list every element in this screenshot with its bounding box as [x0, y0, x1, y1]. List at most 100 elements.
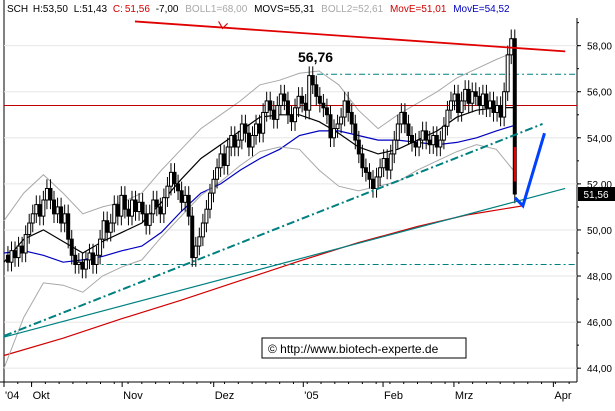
legend-move2-value: 54,52	[485, 4, 510, 15]
candle-body	[261, 111, 266, 134]
y-tick-label: 48,00	[587, 272, 612, 283]
candle-body	[243, 123, 248, 134]
candle-body	[13, 250, 18, 259]
legend-boll2-value: 52,61	[358, 4, 383, 15]
candle-body	[399, 111, 404, 125]
candle-body	[367, 171, 372, 180]
projection-path	[513, 132, 546, 209]
candle-body	[37, 204, 42, 217]
candle-body	[424, 130, 429, 141]
candle-body	[161, 197, 166, 215]
candle-body	[20, 245, 25, 254]
candle-body	[211, 178, 216, 194]
candle-body	[310, 75, 315, 86]
candle-body	[200, 222, 205, 238]
candle-body	[346, 100, 351, 113]
grid-layer	[4, 45, 577, 369]
candle-body	[41, 199, 46, 217]
candle-body	[307, 75, 312, 111]
candles-layer	[5, 29, 517, 279]
candle-body	[83, 259, 88, 270]
candle-body	[62, 213, 67, 224]
candle-body	[30, 213, 35, 224]
candle-body	[158, 206, 163, 215]
legend-move2-label: MovE=	[453, 4, 485, 15]
candle-body	[137, 201, 142, 213]
legend-row: SCH H:53,50 L:51,43 C: 51,56 -7,00 BOLL1=…	[7, 4, 510, 15]
candle-body	[133, 199, 138, 213]
candle-body	[456, 93, 461, 113]
candle-body	[498, 105, 503, 118]
candle-body	[225, 146, 230, 166]
y-tick-label: 54,00	[587, 134, 612, 145]
legend-high-label: H:	[33, 4, 43, 15]
x-tick-label: Dez	[215, 390, 235, 402]
candle-body	[101, 220, 106, 240]
candle-body	[275, 105, 280, 120]
candle-body	[91, 252, 96, 266]
candle-body	[66, 213, 71, 240]
candle-body	[360, 153, 365, 169]
candle-body	[282, 93, 287, 102]
candle-body	[23, 234, 28, 254]
candle-body	[363, 167, 368, 173]
candle-body	[339, 116, 344, 125]
candle-body	[112, 204, 117, 224]
candle-body	[374, 176, 379, 189]
legend-instrument: SCH	[7, 4, 28, 15]
candle-body	[48, 187, 53, 201]
candle-body	[9, 250, 14, 263]
candle-body	[473, 91, 478, 97]
candle-body	[438, 139, 443, 148]
candle-body	[179, 190, 184, 203]
legend-bg	[5, 2, 570, 16]
candle-body	[129, 199, 134, 217]
candle-body	[239, 123, 244, 141]
candle-body	[353, 123, 358, 141]
candle-body	[505, 54, 510, 93]
x-tick-label: Nov	[123, 390, 143, 402]
y-tick-label: 50,00	[587, 226, 612, 237]
trendline-resistance	[134, 20, 566, 53]
candle-body	[119, 194, 124, 217]
candle-body	[278, 93, 283, 107]
candle-body	[246, 132, 251, 148]
current-price-badge: 51,56	[578, 187, 615, 202]
candle-body	[420, 130, 425, 141]
candle-body	[204, 208, 209, 224]
candle-body	[484, 93, 489, 109]
candle-body	[342, 100, 347, 118]
legend-move1-value: 51,01	[421, 4, 446, 15]
candle-body	[59, 206, 64, 224]
candle-body	[264, 100, 269, 113]
candle-body	[34, 204, 39, 215]
trendline-support	[3, 123, 543, 337]
candle-body	[126, 208, 131, 217]
y-axis-ticks: 44,00 46,00 48,00 50,00 52,00 54,00 56,00 58,00	[577, 22, 612, 375]
candle-body	[388, 153, 393, 171]
candle-body	[73, 254, 78, 266]
candle-body	[395, 123, 400, 141]
candle-body	[296, 95, 301, 109]
candle-body	[190, 215, 195, 259]
legend-close-value: 51,56	[125, 4, 150, 15]
candle-body	[480, 93, 485, 107]
trendline-long-term	[3, 187, 566, 338]
y-tick-label: 46,00	[587, 318, 612, 329]
candle-body	[303, 102, 308, 111]
candle-body	[105, 220, 110, 233]
candle-body	[413, 141, 418, 148]
candle-body	[378, 167, 383, 178]
candle-body	[356, 139, 361, 155]
legend-boll1-label: BOLL1=	[185, 4, 222, 15]
candle-body	[55, 206, 60, 215]
x-tick-label: '04	[5, 390, 19, 402]
candle-body	[147, 213, 152, 226]
candle-body	[268, 100, 273, 111]
plot-area	[4, 18, 577, 380]
y-tick-label: 52,00	[587, 180, 612, 191]
candle-body	[236, 139, 241, 148]
legend-low-label: L:	[74, 4, 82, 15]
